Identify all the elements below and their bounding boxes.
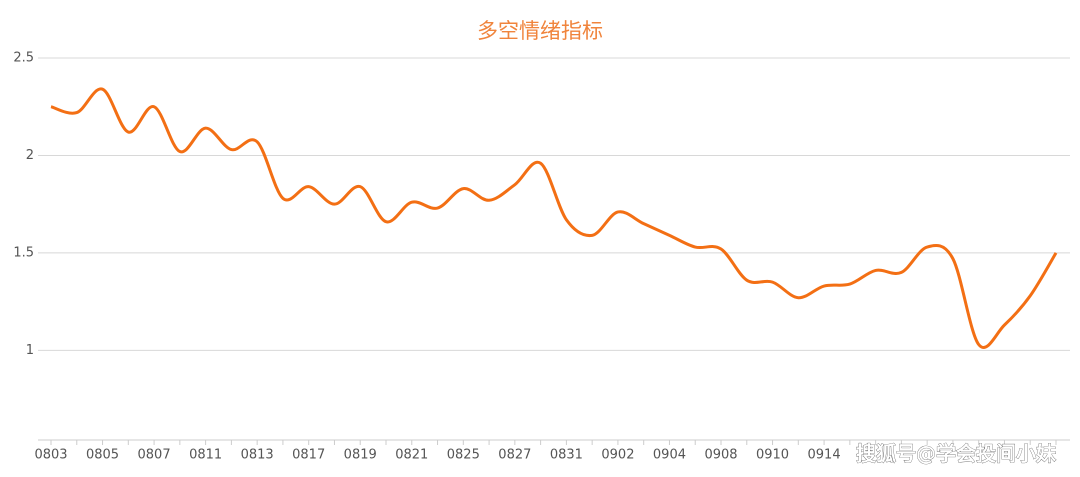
x-tick-label: 0831 bbox=[550, 448, 583, 463]
x-tick-label: 0813 bbox=[241, 448, 274, 463]
x-tick-label: 0904 bbox=[653, 448, 686, 463]
x-tick-label: 0811 bbox=[189, 448, 222, 463]
y-tick-label: 2.5 bbox=[13, 51, 34, 66]
x-tick-label: 0807 bbox=[138, 448, 171, 463]
watermark: 搜狐号@学会投间小妹 bbox=[856, 442, 1057, 466]
x-tick-label: 0817 bbox=[292, 448, 325, 463]
x-tick-label: 0908 bbox=[704, 448, 737, 463]
y-tick-label: 1.5 bbox=[13, 245, 34, 260]
y-tick-label: 2 bbox=[26, 148, 34, 163]
x-tick-label: 0827 bbox=[498, 448, 531, 463]
x-tick-label: 0902 bbox=[601, 448, 634, 463]
x-tick-label: 0821 bbox=[395, 448, 428, 463]
x-tick-label: 0805 bbox=[86, 448, 119, 463]
x-tick-label: 0825 bbox=[447, 448, 480, 463]
x-tick-label: 0910 bbox=[756, 448, 789, 463]
x-tick-label: 0803 bbox=[34, 448, 67, 463]
chart-title: 多空情绪指标 bbox=[477, 19, 603, 43]
line bbox=[50, 87, 1058, 349]
y-tick-label: 1 bbox=[26, 343, 34, 358]
x-tick-label: 0914 bbox=[808, 448, 841, 463]
x-tick-label: 0819 bbox=[344, 448, 377, 463]
